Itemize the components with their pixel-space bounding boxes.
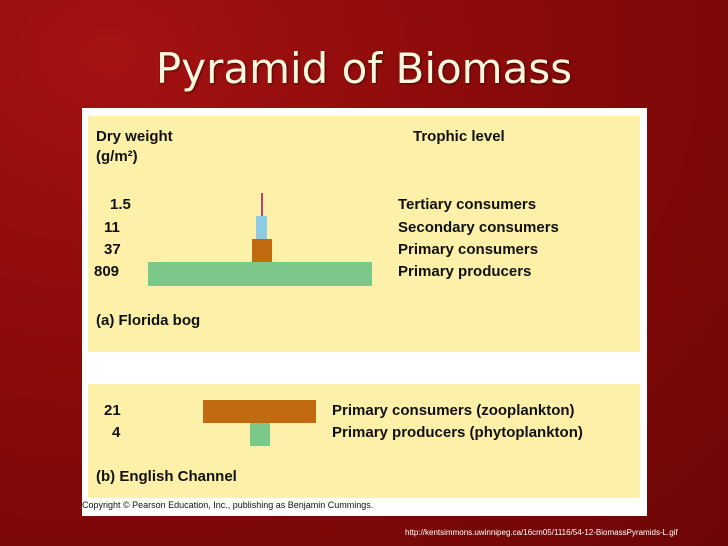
biomass-value-primary-consumers: 37 — [104, 241, 121, 258]
bar-zooplankton — [203, 400, 316, 423]
source-url[interactable]: http://kentsimmons.uwinnipeg.ca/16cm05/1… — [405, 528, 678, 537]
panel-b-name: English Channel — [119, 468, 237, 485]
panel-a-letter: (a) — [96, 312, 115, 329]
bar-phytoplankton — [250, 423, 270, 446]
panel-b-caption: (b) English Channel — [96, 468, 237, 485]
trophic-label-producers: Primary producers — [398, 263, 532, 280]
biomass-value-zooplankton: 21 — [104, 402, 121, 419]
panel-b-letter: (b) — [96, 468, 116, 485]
biomass-value-secondary: 11 — [104, 219, 120, 236]
biomass-value-phytoplankton: 4 — [112, 424, 121, 441]
trophic-label-phytoplankton: Primary producers (phytoplankton) — [332, 424, 583, 441]
panel-florida-bog: Dry weight (g/m²) Trophic level 1.5 11 3… — [88, 116, 640, 352]
bar-secondary-consumers — [256, 216, 267, 239]
biomass-pyramid-figure: Dry weight (g/m²) Trophic level 1.5 11 3… — [82, 108, 647, 516]
panel-a-caption: (a) Florida bog — [96, 312, 200, 329]
bar-primary-producers — [148, 262, 372, 286]
panel-english-channel: 21 4 Primary consumers (zooplankton) Pri… — [88, 384, 640, 498]
trophic-label-tertiary: Tertiary consumers — [398, 196, 537, 213]
biomass-value-tertiary: 1.5 — [110, 196, 131, 213]
bar-tertiary-consumers — [261, 193, 263, 216]
bar-primary-consumers — [252, 239, 272, 262]
dry-weight-header: Dry weight — [96, 128, 173, 145]
copyright-notice: Copyright © Pearson Education, Inc., pub… — [82, 500, 374, 510]
trophic-level-header: Trophic level — [413, 128, 505, 145]
slide-title: Pyramid of Biomass — [155, 44, 573, 93]
trophic-label-primary-consumers: Primary consumers — [398, 241, 539, 258]
dry-weight-units: (g/m²) — [96, 148, 138, 165]
trophic-label-zooplankton: Primary consumers (zooplankton) — [332, 402, 575, 419]
panel-a-name: Florida bog — [118, 312, 201, 329]
trophic-label-secondary: Secondary consumers — [398, 219, 559, 236]
biomass-value-producers: 809 — [94, 263, 120, 280]
